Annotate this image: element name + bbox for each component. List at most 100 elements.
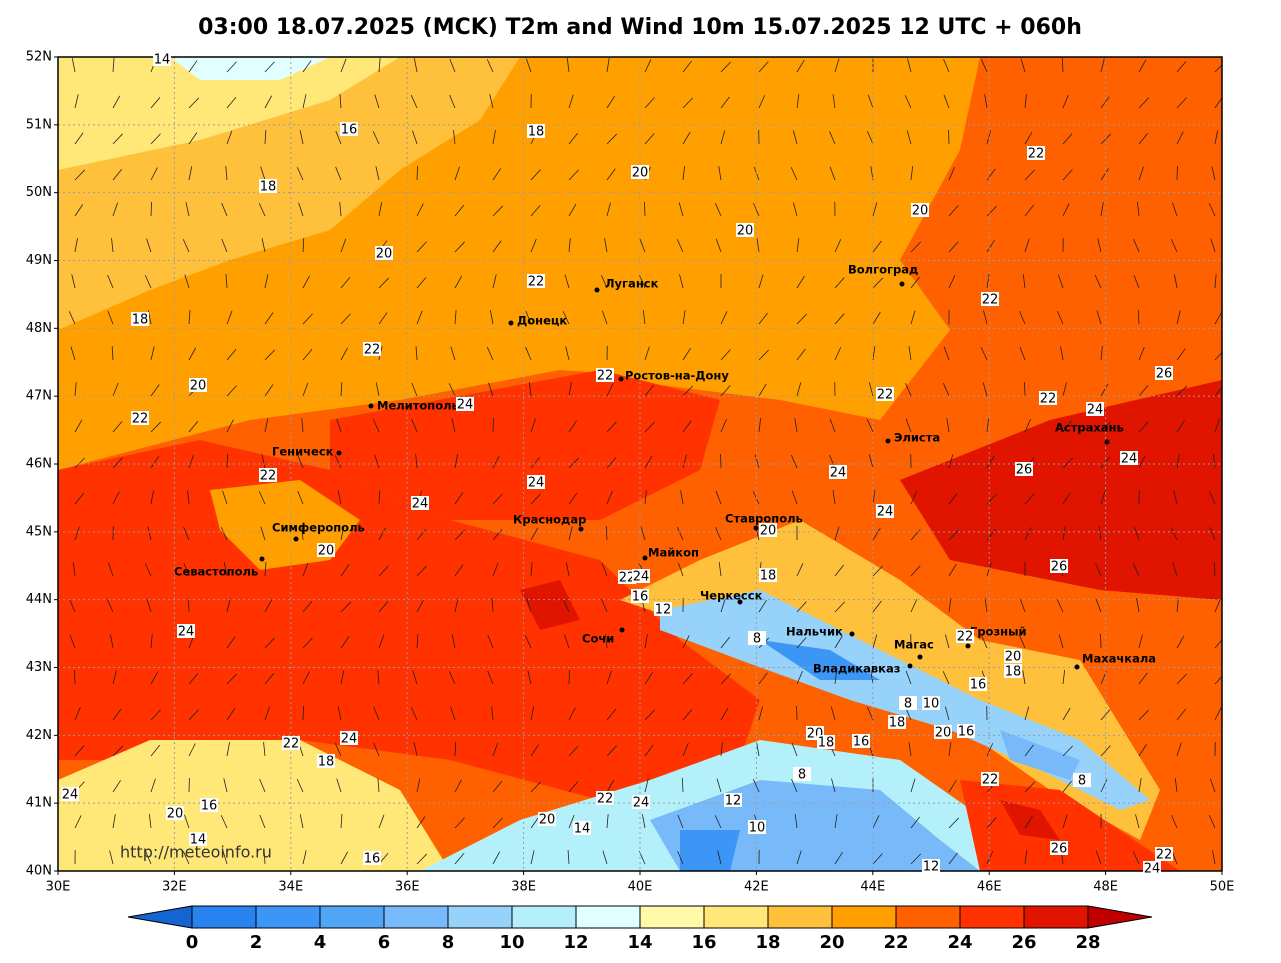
wind-barb [944,706,950,721]
wind-barb [606,421,617,433]
wind-barb [454,241,465,253]
contour-label-bg [1004,664,1022,678]
wind-barb [910,778,916,793]
lat-label: 45N [26,524,52,539]
wind-barb [264,706,271,721]
contour-label: 16 [958,725,975,740]
wind-barb [301,526,304,541]
wind-barb [261,238,266,253]
contour-label-bg [654,602,672,616]
contour-label-bg [911,203,929,217]
wind-barb [188,60,198,73]
wind-barb [112,421,123,433]
wind-barb [1176,635,1185,649]
contour-label-bg [153,52,171,66]
wind-barb [337,490,342,505]
wind-barb [984,598,988,613]
wind-barb [188,673,199,685]
wind-barb [454,853,465,865]
colorbar-label: 10 [499,932,524,953]
city-label: Майкоп [648,546,699,560]
wind-barb [525,310,532,325]
wind-barb [226,419,234,433]
wind-barb [1214,707,1222,721]
wind-barb [1056,599,1064,613]
wind-barb [150,167,158,181]
wind-barb [606,58,610,73]
wind-barb [297,454,304,469]
wind-barb [226,310,233,325]
wind-barb [644,709,656,721]
wind-barb [980,347,988,361]
wind-barb [910,816,920,829]
wind-barb [340,814,343,829]
wind-barb [1098,526,1102,541]
wind-barb [1100,709,1111,721]
wind-barb [676,239,684,253]
wind-barb [374,94,380,109]
wind-barb [568,420,578,433]
contour-label-bg [259,468,277,482]
wind-barb [946,418,950,433]
wind-barb [1062,707,1071,721]
contour-label-bg [596,791,614,805]
wind-barb [264,672,275,685]
wind-barb [943,58,950,73]
contour-label: 24 [633,796,650,811]
wind-barb [150,778,156,793]
wind-barb [910,491,918,505]
wind-barb [756,742,760,757]
wind-barb [908,742,912,757]
city-label: Геническ [272,445,334,459]
wind-barb [220,815,228,829]
wind-barb [1138,421,1149,433]
wind-barb [492,130,496,145]
city-label: Симферополь [272,521,365,535]
wind-barb [1062,420,1072,433]
lat-label: 48N [26,321,52,336]
wind-barb [223,778,228,793]
wind-barb [754,454,760,469]
contour-label: 22 [132,412,149,427]
wind-barb [678,202,684,217]
colorbar-label: 8 [442,932,455,953]
wind-barb [486,59,494,73]
colorbar-label: 4 [314,932,327,953]
wind-barb [147,526,152,541]
wind-barb [69,598,76,613]
wind-barb [565,562,570,577]
contour-label: 22 [364,343,381,358]
wind-barb [948,742,952,757]
wind-barb [1024,131,1033,145]
wind-barb [834,313,845,325]
wind-barb [682,673,693,685]
contour-label: 20 [376,247,393,262]
contour-label-bg [282,736,300,750]
wind-barb [644,778,649,793]
wind-barb [112,58,115,73]
wind-barb [910,276,920,289]
wind-barb [568,781,579,793]
wind-barb [413,58,418,73]
wind-barb [150,490,154,505]
wind-barb [1058,634,1064,649]
wind-barb [601,310,608,325]
wind-barb [530,706,535,721]
wind-barb [1019,310,1026,325]
lat-label: 50N [26,185,52,200]
wind-barb [1100,202,1104,217]
wind-barb [1062,133,1073,145]
contour-label: 8 [753,632,761,647]
wind-barb [1138,166,1144,181]
contour-label-bg [411,496,429,510]
wind-barb [568,745,579,757]
wind-barb [71,274,76,289]
wind-barb [948,275,956,289]
wind-barb [302,601,313,613]
wind-barb [184,274,190,289]
contour-label-bg [724,793,742,807]
contour-label: 20 [632,166,649,181]
wind-barb [1024,204,1035,217]
wind-barb [1062,492,1071,505]
lat-label: 49N [26,253,52,268]
